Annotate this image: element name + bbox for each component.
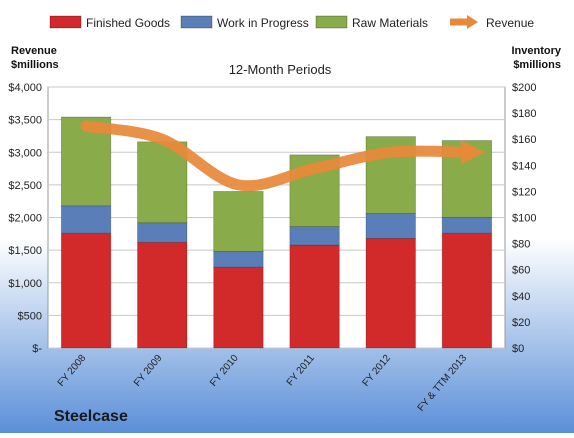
left-tick-label: $2,000 — [8, 213, 42, 225]
left-axis-label-line-1: Revenue — [11, 45, 57, 57]
chart-title: 12-Month Periods — [229, 62, 332, 77]
left-tick-label: $3,000 — [8, 147, 42, 159]
left-tick-label: $500 — [18, 310, 42, 322]
right-tick-label: $0 — [512, 343, 524, 355]
company-name: Steelcase — [54, 408, 128, 425]
bar-work-in-progress — [289, 226, 340, 246]
right-axis-label-line-2: $millions — [513, 59, 561, 71]
left-tick-label: $- — [32, 343, 42, 355]
bar-work-in-progress — [213, 251, 264, 268]
bar-finished-goods — [441, 232, 493, 349]
right-tick-label: $180 — [512, 108, 536, 120]
left-tick-label: $1,000 — [8, 278, 42, 290]
bar-finished-goods — [60, 232, 112, 349]
bar-work-in-progress — [441, 217, 493, 234]
bar-finished-goods — [213, 266, 264, 349]
bar-finished-goods — [365, 237, 416, 349]
right-axis-label-line-1: Inventory — [511, 45, 561, 57]
bar-finished-goods — [289, 244, 340, 349]
legend-label-revenue: Revenue — [486, 16, 534, 30]
left-tick-label: $4,000 — [8, 82, 42, 94]
bar-work-in-progress — [60, 205, 112, 234]
left-tick-label: $2,500 — [8, 180, 42, 192]
right-tick-label: $120 — [512, 186, 536, 198]
left-axis-label-line-2: $millions — [11, 59, 59, 71]
bar-work-in-progress — [365, 213, 416, 239]
legend-swatch-finished-goods — [49, 15, 82, 29]
bar-finished-goods — [137, 241, 188, 349]
left-tick-label: $1,500 — [8, 245, 42, 257]
right-tick-label: $80 — [512, 239, 530, 251]
legend-label-raw-materials: Raw Materials — [352, 16, 428, 30]
right-tick-label: $140 — [512, 160, 536, 172]
right-tick-label: $20 — [512, 317, 530, 329]
revenue-line — [80, 120, 473, 192]
right-tick-label: $100 — [512, 213, 536, 225]
left-tick-label: $3,500 — [8, 115, 42, 127]
legend-arrow-revenue — [467, 15, 478, 29]
right-tick-label: $60 — [512, 265, 530, 277]
legend-label-work-in-progress: Work in Progress — [217, 16, 309, 30]
right-tick-label: $160 — [512, 134, 536, 146]
right-tick-label: $200 — [512, 82, 536, 94]
legend-label-finished-goods: Finished Goods — [86, 16, 170, 30]
bar-work-in-progress — [137, 222, 188, 243]
revenue-arrowhead — [460, 140, 485, 165]
legend-swatch-raw-materials — [315, 15, 348, 29]
right-tick-label: $40 — [512, 291, 530, 303]
legend-swatch-work-in-progress — [180, 15, 213, 29]
bar-raw-materials — [213, 190, 264, 252]
